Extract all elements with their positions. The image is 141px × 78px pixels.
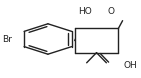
Text: O: O (108, 7, 115, 16)
Text: Br: Br (2, 34, 12, 44)
Text: OH: OH (123, 61, 137, 70)
Text: HO: HO (78, 7, 92, 16)
